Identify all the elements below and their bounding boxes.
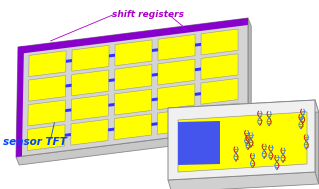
- Polygon shape: [65, 84, 72, 88]
- Polygon shape: [28, 75, 66, 101]
- Polygon shape: [178, 112, 307, 172]
- Polygon shape: [109, 54, 115, 57]
- Polygon shape: [248, 18, 251, 136]
- Polygon shape: [115, 40, 152, 66]
- Polygon shape: [72, 45, 109, 71]
- Polygon shape: [108, 128, 114, 131]
- Polygon shape: [158, 34, 195, 60]
- Polygon shape: [158, 59, 195, 85]
- Polygon shape: [27, 125, 65, 151]
- Polygon shape: [71, 95, 108, 120]
- Text: shift registers: shift registers: [112, 10, 184, 19]
- Polygon shape: [315, 100, 319, 184]
- Polygon shape: [168, 172, 319, 189]
- Polygon shape: [66, 59, 72, 63]
- Polygon shape: [108, 103, 115, 107]
- Polygon shape: [152, 73, 158, 77]
- Polygon shape: [114, 89, 152, 115]
- Polygon shape: [195, 43, 201, 46]
- Polygon shape: [16, 46, 24, 157]
- Polygon shape: [152, 48, 158, 52]
- Polygon shape: [168, 100, 315, 180]
- Polygon shape: [109, 78, 115, 82]
- Polygon shape: [158, 84, 195, 110]
- Polygon shape: [178, 121, 220, 165]
- Polygon shape: [29, 51, 66, 77]
- Text: sensor TFT: sensor TFT: [3, 137, 67, 147]
- Polygon shape: [152, 98, 158, 101]
- Polygon shape: [157, 108, 195, 134]
- Polygon shape: [16, 18, 248, 157]
- Polygon shape: [201, 29, 238, 55]
- Polygon shape: [71, 70, 109, 96]
- Polygon shape: [201, 78, 238, 104]
- Polygon shape: [71, 119, 108, 145]
- Polygon shape: [16, 128, 251, 165]
- Polygon shape: [65, 108, 71, 112]
- Polygon shape: [152, 122, 158, 126]
- Polygon shape: [168, 100, 319, 120]
- Polygon shape: [195, 117, 201, 121]
- Polygon shape: [28, 100, 65, 126]
- Polygon shape: [18, 18, 248, 54]
- Polygon shape: [201, 103, 238, 129]
- Polygon shape: [195, 92, 201, 96]
- Polygon shape: [195, 67, 201, 71]
- Polygon shape: [201, 54, 238, 80]
- Polygon shape: [115, 65, 152, 90]
- Polygon shape: [65, 133, 71, 137]
- Polygon shape: [114, 114, 152, 140]
